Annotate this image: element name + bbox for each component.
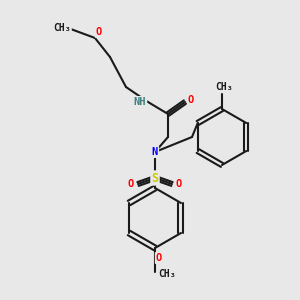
Text: N: N [152, 147, 158, 157]
Text: O: O [188, 95, 194, 105]
Text: O: O [156, 253, 162, 263]
Text: CH₃: CH₃ [158, 269, 176, 279]
Text: CH₃: CH₃ [215, 82, 233, 92]
Text: S: S [152, 172, 159, 184]
Text: O: O [128, 179, 134, 189]
Text: O: O [96, 27, 102, 37]
Text: O: O [176, 179, 182, 189]
Text: NH: NH [134, 97, 146, 107]
Text: CH₃: CH₃ [53, 23, 71, 33]
